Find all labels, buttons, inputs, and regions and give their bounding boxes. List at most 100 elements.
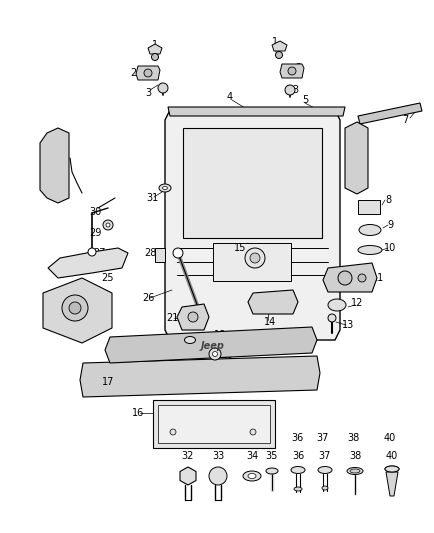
Ellipse shape: [184, 336, 195, 343]
Text: 35: 35: [263, 427, 276, 437]
Ellipse shape: [358, 224, 380, 236]
Text: 38: 38: [348, 451, 360, 461]
Circle shape: [284, 85, 294, 95]
Text: 24: 24: [85, 300, 98, 310]
Text: 19: 19: [221, 350, 233, 360]
Text: 1: 1: [151, 40, 158, 50]
Text: 22: 22: [49, 291, 61, 301]
Ellipse shape: [346, 467, 362, 474]
Circle shape: [337, 271, 351, 285]
Circle shape: [275, 52, 282, 59]
Polygon shape: [48, 248, 128, 278]
Circle shape: [208, 348, 220, 360]
Circle shape: [88, 248, 96, 256]
Text: 25: 25: [102, 273, 114, 283]
Bar: [357, 200, 379, 214]
Ellipse shape: [162, 187, 167, 190]
Circle shape: [173, 248, 183, 258]
Text: 20: 20: [174, 335, 186, 345]
Circle shape: [327, 314, 335, 322]
Circle shape: [357, 274, 365, 282]
Polygon shape: [183, 128, 321, 238]
Text: 36: 36: [290, 433, 302, 443]
Circle shape: [62, 295, 88, 321]
Ellipse shape: [384, 466, 398, 472]
Text: Jeep: Jeep: [201, 341, 224, 351]
Circle shape: [187, 312, 197, 322]
Polygon shape: [385, 472, 397, 496]
Ellipse shape: [290, 466, 304, 473]
Text: 27: 27: [94, 248, 106, 258]
Polygon shape: [136, 66, 160, 80]
Bar: [153, 400, 274, 448]
Text: 6: 6: [49, 143, 55, 153]
Polygon shape: [180, 467, 196, 485]
Bar: [155, 248, 164, 262]
Text: 33: 33: [211, 451, 224, 461]
Text: 40: 40: [383, 433, 395, 443]
Ellipse shape: [357, 246, 381, 254]
Ellipse shape: [247, 473, 256, 479]
Text: 40: 40: [385, 451, 397, 461]
Circle shape: [144, 69, 151, 77]
Polygon shape: [344, 122, 367, 194]
Text: 34: 34: [245, 451, 257, 461]
Ellipse shape: [317, 466, 331, 473]
Polygon shape: [148, 44, 161, 54]
Text: 16: 16: [132, 408, 144, 418]
Polygon shape: [105, 327, 316, 363]
Ellipse shape: [349, 469, 359, 473]
Circle shape: [170, 429, 176, 435]
Circle shape: [212, 351, 217, 357]
Circle shape: [103, 220, 113, 230]
Ellipse shape: [265, 468, 277, 474]
Polygon shape: [271, 41, 286, 51]
Text: 33: 33: [211, 435, 224, 445]
Text: 34: 34: [243, 433, 256, 443]
Text: 17: 17: [102, 377, 114, 387]
Text: 15: 15: [233, 243, 246, 253]
Bar: [158, 405, 270, 443]
Text: 32: 32: [181, 435, 194, 445]
Polygon shape: [164, 110, 339, 340]
Circle shape: [151, 53, 158, 61]
Text: 12: 12: [350, 298, 362, 308]
Polygon shape: [322, 263, 376, 292]
Polygon shape: [279, 64, 303, 78]
Text: 3: 3: [291, 85, 297, 95]
Circle shape: [244, 248, 264, 268]
Text: 13: 13: [341, 320, 353, 330]
Polygon shape: [80, 356, 319, 397]
Ellipse shape: [243, 471, 260, 481]
Text: 36: 36: [291, 451, 303, 461]
Bar: [213, 243, 290, 281]
Text: 2: 2: [130, 68, 136, 78]
Ellipse shape: [384, 466, 398, 472]
Text: 35: 35: [265, 451, 278, 461]
Text: 30: 30: [89, 207, 101, 217]
Text: 2: 2: [294, 63, 300, 73]
Ellipse shape: [327, 299, 345, 311]
Text: 26: 26: [141, 293, 154, 303]
Ellipse shape: [321, 486, 327, 490]
Circle shape: [250, 429, 256, 435]
Circle shape: [69, 302, 81, 314]
Text: 8: 8: [384, 195, 390, 205]
Ellipse shape: [159, 184, 171, 192]
Text: 29: 29: [89, 228, 101, 238]
Circle shape: [158, 83, 168, 93]
Text: 37: 37: [318, 451, 330, 461]
Text: 21: 21: [165, 313, 178, 323]
Text: 14: 14: [263, 317, 276, 327]
Text: 11: 11: [371, 273, 383, 283]
Text: 18: 18: [214, 330, 226, 340]
Text: 7: 7: [401, 115, 407, 125]
Polygon shape: [357, 103, 421, 124]
Text: 28: 28: [144, 248, 156, 258]
Text: 32: 32: [181, 451, 194, 461]
Polygon shape: [40, 128, 69, 203]
Circle shape: [106, 223, 110, 227]
Text: 1: 1: [271, 37, 277, 47]
Polygon shape: [43, 278, 112, 343]
Ellipse shape: [293, 487, 301, 491]
